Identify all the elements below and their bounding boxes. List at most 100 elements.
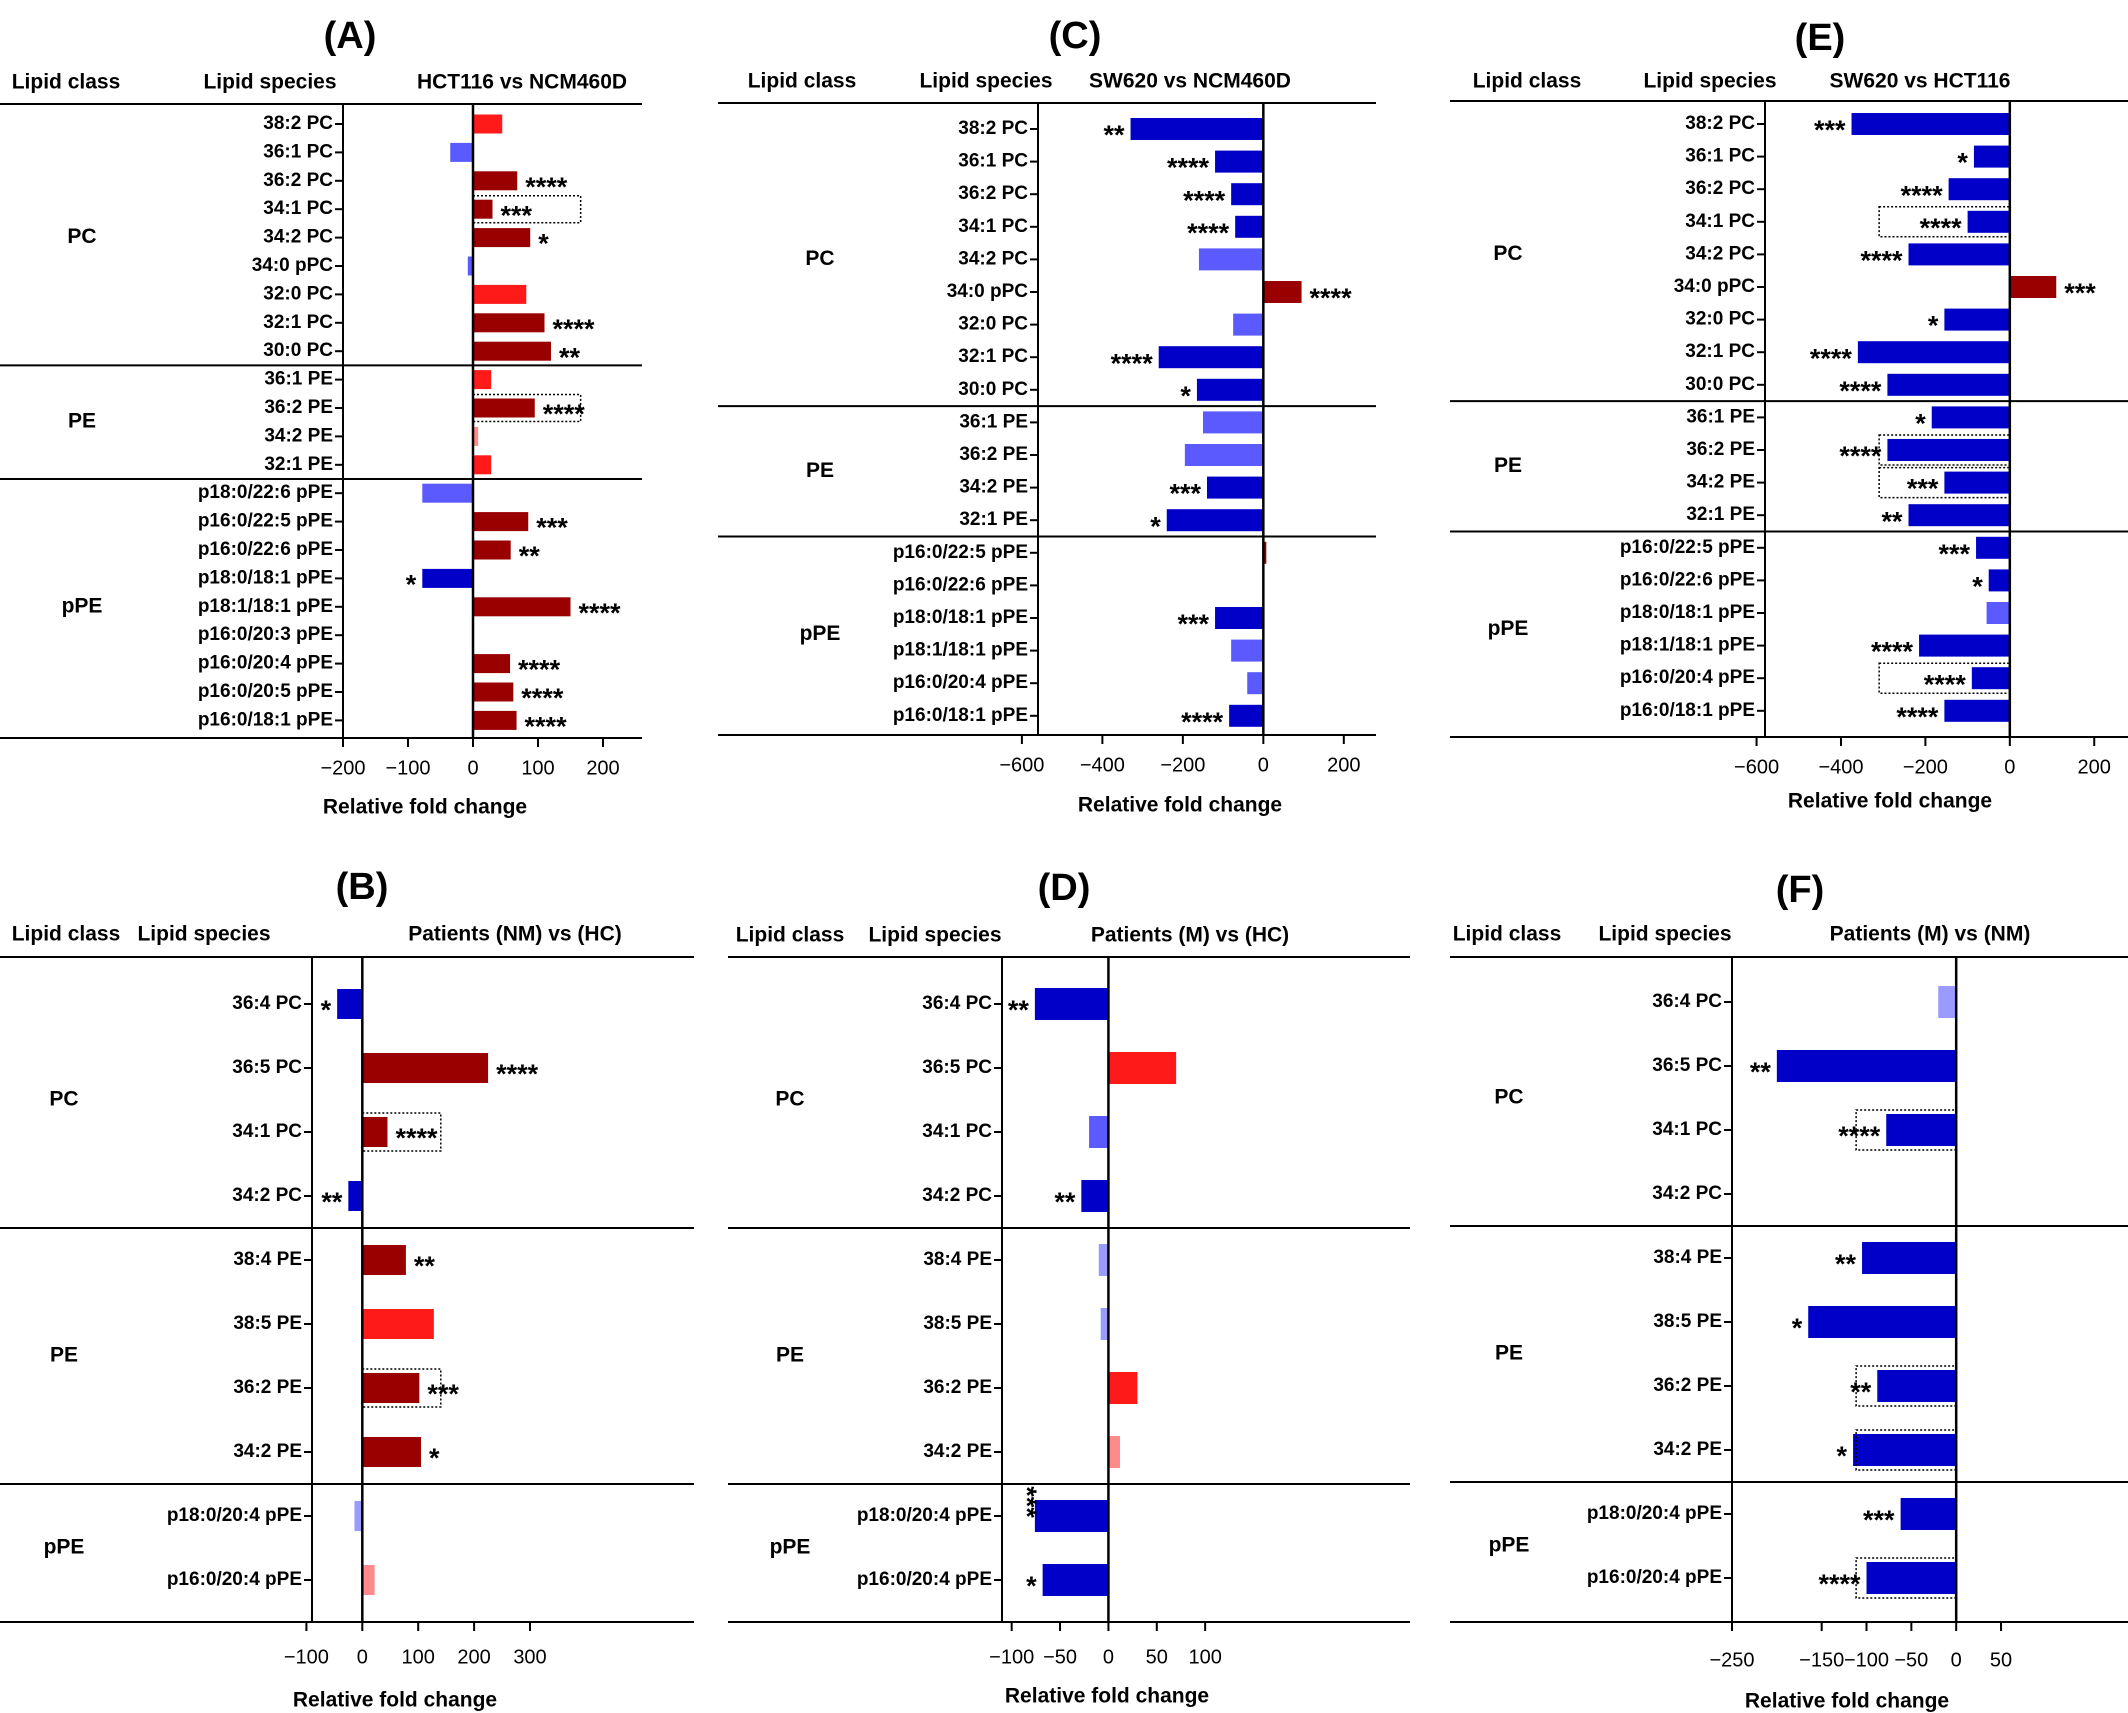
bar (473, 597, 571, 617)
chart-title: HCT116 vs NCM460D (417, 71, 627, 94)
species-label: p16:0/18:1 pPE (1620, 700, 1755, 721)
bar (1100, 1308, 1109, 1340)
lipid-class-label: pPE (800, 622, 841, 645)
x-axis-label: Relative fold change (293, 1689, 497, 1712)
bar (1042, 1564, 1109, 1596)
species-label: 38:5 PE (233, 1313, 302, 1334)
bar (1976, 536, 2010, 559)
panel-f: (F) Lipid class Lipid species Patients (M) … (1450, 869, 2128, 1713)
significance-stars: **** (521, 683, 564, 713)
bar (1198, 248, 1264, 271)
species-label: 36:5 PC (922, 1057, 992, 1078)
bar (1776, 1050, 1957, 1082)
species-label: p18:1/18:1 pPE (1620, 635, 1755, 656)
species-label: 38:4 PE (923, 1249, 992, 1270)
header-lipid-species: Lipid species (137, 923, 270, 946)
species-label: 36:4 PC (1652, 991, 1722, 1012)
bar (1158, 346, 1264, 369)
x-tick-label: 100 (402, 1646, 435, 1668)
x-tick-label: 200 (457, 1646, 490, 1668)
panel-d: (D) Lipid class Lipid species Patients (M) … (728, 867, 1410, 1708)
significance-stars: **** (1181, 707, 1224, 737)
x-tick-label: −200 (1903, 756, 1948, 778)
significance-stars: **** (1818, 1569, 1861, 1599)
significance-stars: * (1957, 148, 1968, 178)
bar (1196, 378, 1264, 401)
significance-stars: ** (1881, 506, 1903, 536)
species-label: p16:0/20:5 pPE (198, 681, 333, 702)
bar (1166, 509, 1264, 532)
significance-stars: * (1837, 1441, 1848, 1471)
bar (1207, 476, 1264, 499)
significance-stars: ** (414, 1251, 436, 1281)
bar (1263, 541, 1267, 564)
bar (1973, 145, 2010, 168)
bar (348, 1181, 363, 1211)
species-label: 34:2 PE (1653, 1439, 1722, 1460)
x-tick-label: 0 (1258, 754, 1269, 776)
species-label: 32:0 PC (1685, 309, 1755, 330)
chart-title: SW620 vs NCM460D (1089, 70, 1291, 93)
species-label: p16:0/20:3 pPE (198, 624, 333, 645)
header-lipid-class: Lipid class (736, 924, 845, 947)
bar (1263, 281, 1302, 303)
species-label: 34:2 PC (1685, 243, 1755, 264)
bar (1866, 1562, 1957, 1594)
x-tick-label: 0 (1103, 1646, 1114, 1668)
lipid-class-label: PE (776, 1344, 804, 1367)
bar (1081, 1180, 1109, 1212)
x-tick-label: 200 (586, 757, 619, 779)
x-tick-label: 200 (1327, 754, 1360, 776)
species-label: 34:2 PE (923, 1441, 992, 1462)
bar (473, 114, 503, 134)
bar (1247, 672, 1264, 695)
bar (473, 398, 535, 418)
bar (1886, 1114, 1957, 1146)
species-label: 32:0 PC (958, 314, 1028, 335)
species-label: 36:4 PC (232, 993, 302, 1014)
chart-title: SW620 vs HCT116 (1830, 70, 2011, 93)
significance-stars: ** (1008, 995, 1030, 1025)
x-tick-label: 300 (513, 1646, 546, 1668)
chart-title: Patients (NM) vs (HC) (408, 923, 622, 946)
bar (1971, 667, 2010, 690)
species-label: p16:0/22:5 pPE (1620, 537, 1755, 558)
species-label: 34:1 PC (263, 198, 333, 219)
significance-stars: **** (1920, 213, 1963, 243)
lipid-class-label: PC (775, 1088, 804, 1111)
significance-stars: ** (519, 541, 541, 571)
bar (1130, 118, 1264, 140)
significance-stars: **** (525, 712, 568, 742)
bar (1851, 113, 2010, 135)
species-label: p18:0/20:4 pPE (1587, 1503, 1722, 1524)
significance-stars: * (406, 570, 417, 600)
x-axis-label: Relative fold change (1745, 1690, 1949, 1713)
bar (473, 313, 545, 333)
species-label: 32:0 PC (263, 283, 333, 304)
panel-c: (C) Lipid class Lipid species SW620 vs NCM4… (718, 15, 1376, 817)
bar (473, 512, 529, 532)
bar (473, 171, 518, 191)
significance-stars: **** (579, 598, 622, 628)
significance-stars: * (429, 1443, 440, 1473)
x-axis-label: Relative fold change (323, 796, 527, 819)
lipid-class-label: PC (1493, 242, 1522, 265)
panel-label: (F) (1776, 869, 1825, 911)
x-tick-label: 100 (1188, 1646, 1221, 1668)
lipid-class-label: PE (68, 410, 96, 433)
bar (1108, 1372, 1138, 1404)
bar (1215, 607, 1264, 629)
bar (337, 989, 363, 1019)
significance-stars: **** (525, 172, 568, 202)
x-tick-label: −100 (284, 1646, 329, 1668)
panel-e: (E) Lipid class Lipid species SW620 vs HCT1… (1450, 17, 2128, 813)
significance-stars: * (1026, 1571, 1037, 1601)
bar (1900, 1498, 1957, 1530)
significance-stars: * (1792, 1313, 1803, 1343)
species-label: p16:0/20:4 pPE (1587, 1567, 1722, 1588)
bar (473, 284, 527, 304)
species-label: 34:1 PC (1685, 211, 1755, 232)
species-label: 36:2 PE (264, 397, 333, 418)
species-label: 36:5 PC (232, 1057, 302, 1078)
lipid-class-label: pPE (44, 1536, 85, 1559)
